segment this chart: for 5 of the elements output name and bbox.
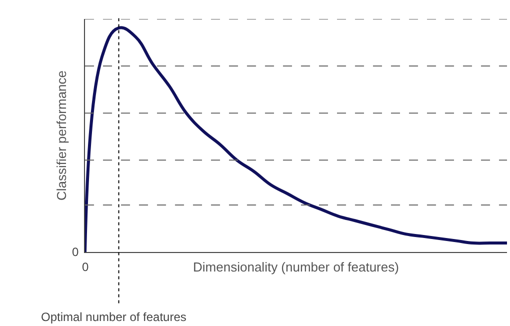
- text: 0: [72, 245, 79, 259]
- y-axis-title: Classifier performance: [54, 70, 69, 201]
- text: 0: [82, 260, 89, 274]
- text: Optimal number of features: [41, 310, 186, 324]
- x-axis-title: Dimensionality (number of features): [193, 260, 399, 275]
